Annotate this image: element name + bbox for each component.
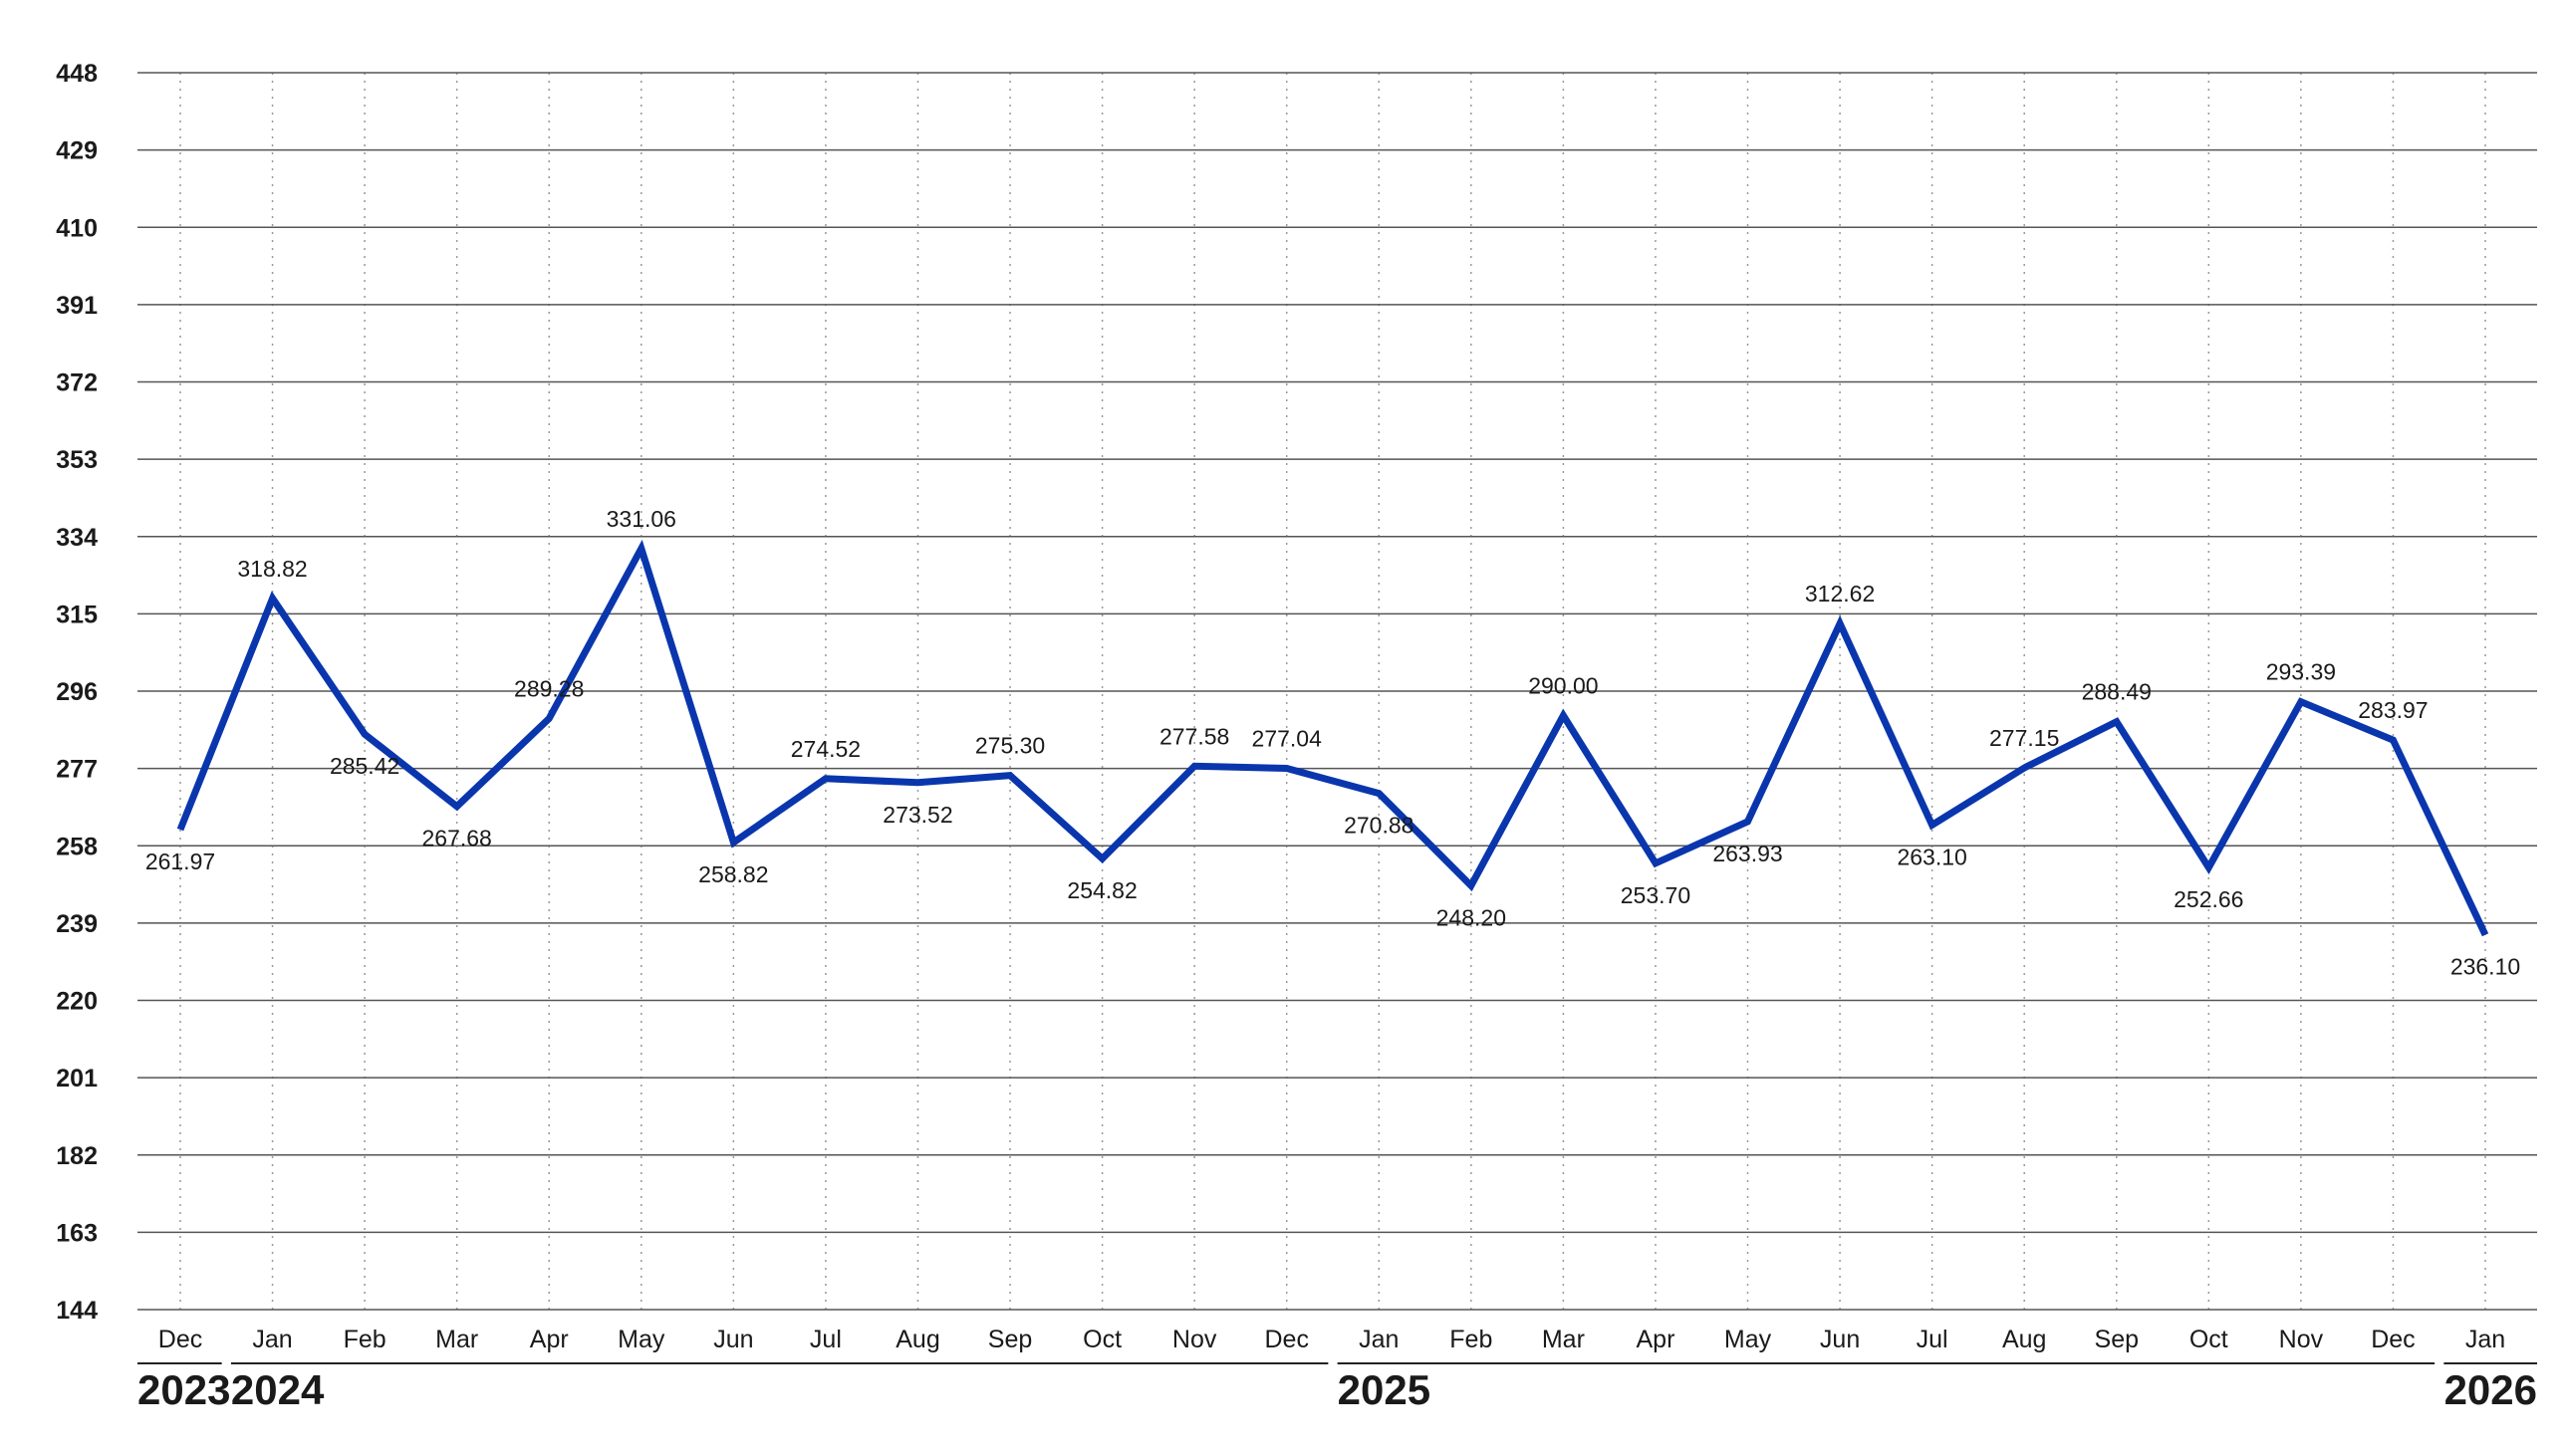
x-tick-label: Nov xyxy=(1172,1326,1217,1353)
y-tick-label: 144 xyxy=(56,1297,98,1325)
x-tick-label: Dec xyxy=(1264,1326,1308,1353)
data-label: 236.10 xyxy=(2450,954,2520,980)
data-label: 267.68 xyxy=(422,826,492,851)
x-axis-tick-labels: Dec Jan Feb Mar Apr May Jun Jul Aug Sep Oct Nov Dec J… xyxy=(158,1326,2505,1353)
data-label: 285.42 xyxy=(330,753,399,779)
x-tick-label: Mar xyxy=(1542,1326,1585,1353)
y-tick-label: 239 xyxy=(56,910,98,938)
y-tick-label: 220 xyxy=(56,988,98,1016)
y-tick-label: 182 xyxy=(56,1142,98,1170)
y-tick-label: 315 xyxy=(56,601,98,628)
x-tick-label: Jul xyxy=(1917,1326,1948,1353)
y-axis-tick-labels: 144 163 182 201 220 239 258 277 296 315 334 353 372 3… xyxy=(56,60,98,1325)
data-label: 318.82 xyxy=(237,556,307,582)
data-label: 288.49 xyxy=(2082,679,2152,705)
year-label: 2025 xyxy=(1338,1366,1430,1413)
year-label: 2024 xyxy=(231,1366,325,1413)
data-label: 290.00 xyxy=(1528,673,1598,699)
data-label: 289.28 xyxy=(514,675,584,701)
x-tick-label: Sep xyxy=(988,1326,1032,1353)
data-label: 263.10 xyxy=(1897,844,1966,869)
x-tick-label: Apr xyxy=(530,1326,569,1353)
year-labels: 2023 2024 2025 2026 xyxy=(137,1362,2537,1413)
data-label: 263.93 xyxy=(1712,841,1782,866)
series-line xyxy=(176,539,2489,937)
x-tick-label: Jul xyxy=(810,1326,842,1353)
x-tick-label: Feb xyxy=(1449,1326,1492,1353)
data-label: 270.88 xyxy=(1344,813,1413,839)
y-tick-label: 163 xyxy=(56,1219,98,1247)
y-tick-label: 391 xyxy=(56,292,98,320)
y-tick-label: 258 xyxy=(56,833,98,860)
x-tick-label: May xyxy=(618,1326,665,1353)
horizontal-gridlines xyxy=(137,72,2537,1311)
x-tick-label: Feb xyxy=(344,1326,386,1353)
data-label: 274.52 xyxy=(791,736,861,762)
data-label: 293.39 xyxy=(2266,659,2336,685)
y-tick-label: 429 xyxy=(56,137,98,165)
data-label: 258.82 xyxy=(698,861,768,887)
data-label: 253.70 xyxy=(1621,882,1690,908)
y-tick-label: 410 xyxy=(56,214,98,242)
x-tick-label: Aug xyxy=(2002,1326,2046,1353)
data-label: 277.58 xyxy=(1159,723,1229,749)
y-tick-label: 372 xyxy=(56,369,98,397)
y-tick-label: 201 xyxy=(56,1065,98,1092)
y-tick-label: 277 xyxy=(56,756,98,784)
x-tick-label: Dec xyxy=(158,1326,202,1353)
data-label: 261.97 xyxy=(145,849,215,874)
data-label: 248.20 xyxy=(1436,904,1506,930)
x-tick-label: Aug xyxy=(896,1326,939,1353)
y-tick-label: 334 xyxy=(56,524,98,552)
data-label: 277.04 xyxy=(1252,725,1323,751)
y-tick-label: 353 xyxy=(56,446,98,474)
year-label: 2023 xyxy=(137,1366,230,1413)
x-tick-label: Jan xyxy=(1359,1326,1399,1353)
y-tick-label: 296 xyxy=(56,678,98,706)
x-tick-label: Dec xyxy=(2371,1326,2415,1353)
data-label: 331.06 xyxy=(607,506,676,532)
data-labels: 261.97 318.82 285.42 267.68 289.28 331.06 258.… xyxy=(145,506,2520,980)
x-tick-label: Oct xyxy=(1083,1326,1122,1353)
x-tick-label: Jun xyxy=(1820,1326,1860,1353)
data-label: 312.62 xyxy=(1805,581,1875,607)
data-label: 275.30 xyxy=(975,733,1045,759)
data-label: 283.97 xyxy=(2358,697,2428,723)
x-tick-label: Jun xyxy=(713,1326,753,1353)
x-tick-label: Mar xyxy=(435,1326,478,1353)
x-tick-label: Apr xyxy=(1637,1326,1675,1353)
x-tick-label: Sep xyxy=(2095,1326,2139,1353)
series-polyline xyxy=(176,539,2489,937)
data-label: 252.66 xyxy=(2174,886,2243,912)
data-label: 254.82 xyxy=(1067,877,1137,903)
y-tick-label: 448 xyxy=(56,60,98,88)
x-tick-label: Nov xyxy=(2279,1326,2324,1353)
x-tick-label: May xyxy=(1724,1326,1772,1353)
data-label: 273.52 xyxy=(883,802,952,828)
x-tick-label: Jan xyxy=(252,1326,292,1353)
x-tick-label: Jan xyxy=(2465,1326,2505,1353)
data-label: 277.15 xyxy=(1989,725,2059,751)
year-label: 2026 xyxy=(2444,1366,2537,1413)
x-tick-label: Oct xyxy=(2189,1326,2228,1353)
